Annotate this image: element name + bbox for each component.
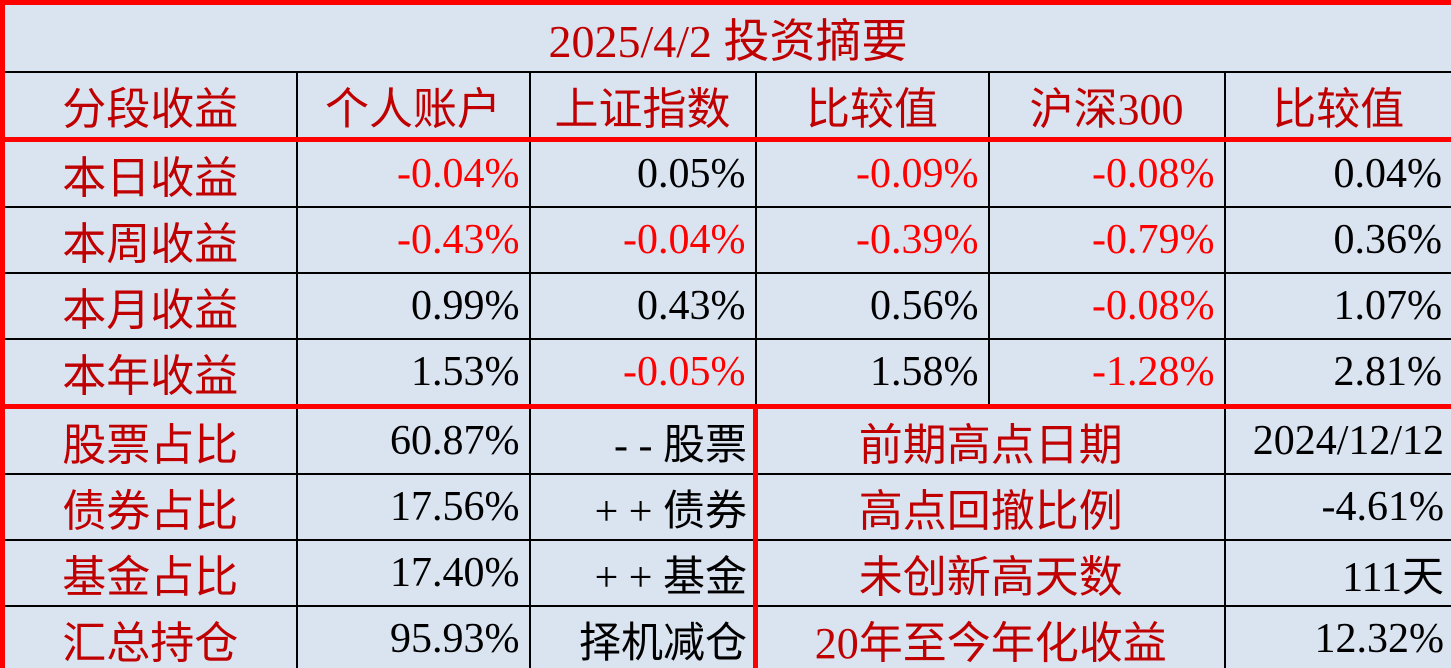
value-cell: 0.43%: [528, 272, 757, 340]
stat-value: 111天: [1223, 539, 1451, 607]
signal-cell: + + 基金: [528, 539, 758, 607]
value-cell: -0.39%: [754, 206, 990, 274]
header-row: 分段收益 个人账户 上证指数 比较值 沪深300 比较值: [1, 71, 1451, 142]
value-cell: 60.87%: [295, 405, 531, 475]
stat-value: 12.32%: [1223, 605, 1451, 668]
signal-cell: 择机减仓: [528, 605, 758, 668]
table-row-total-position: 汇总持仓 95.93% 择机减仓 20年至今年化收益 12.32%: [1, 605, 1451, 668]
value-cell: 0.99%: [295, 272, 531, 340]
table-row-bond-weight: 债券占比 17.56% + + 债券 高点回撤比例 -4.61%: [1, 473, 1451, 541]
stat-value: 2024/12/12: [1223, 405, 1451, 475]
stat-label: 高点回撤比例: [754, 473, 1226, 541]
title-row: 2025/4/2 投资摘要: [1, 1, 1451, 73]
row-label: 基金占比: [1, 539, 298, 607]
row-label: 汇总持仓: [1, 605, 298, 668]
value-cell: 1.58%: [754, 338, 990, 409]
column-header-compare-sse: 比较值: [754, 71, 990, 142]
signal-cell: - - 股票: [528, 405, 758, 475]
value-cell: 0.04%: [1223, 138, 1451, 208]
table-row-daily-return: 本日收益 -0.04% 0.05% -0.09% -0.08% 0.04%: [1, 138, 1451, 208]
table-row-stock-weight: 股票占比 60.87% - - 股票 前期高点日期 2024/12/12: [1, 405, 1451, 475]
value-cell: -0.04%: [528, 206, 757, 274]
table-row-weekly-return: 本周收益 -0.43% -0.04% -0.39% -0.79% 0.36%: [1, 206, 1451, 274]
value-cell: 17.40%: [295, 539, 531, 607]
value-cell: 0.05%: [528, 138, 757, 208]
value-cell: 0.56%: [754, 272, 990, 340]
stat-label: 20年至今年化收益: [754, 605, 1226, 668]
row-label: 股票占比: [1, 405, 298, 475]
table-row-yearly-return: 本年收益 1.53% -0.05% 1.58% -1.28% 2.81%: [1, 338, 1451, 409]
value-cell: -0.08%: [987, 138, 1226, 208]
table-title: 2025/4/2 投资摘要: [1, 1, 1451, 73]
value-cell: -0.05%: [528, 338, 757, 409]
value-cell: -0.09%: [754, 138, 990, 208]
row-label: 债券占比: [1, 473, 298, 541]
row-label: 本周收益: [1, 206, 298, 274]
table-row-fund-weight: 基金占比 17.40% + + 基金 未创新高天数 111天: [1, 539, 1451, 607]
column-header-sse-index: 上证指数: [528, 71, 757, 142]
stat-label: 未创新高天数: [754, 539, 1226, 607]
value-cell: 0.36%: [1223, 206, 1451, 274]
row-label: 本年收益: [1, 338, 298, 409]
table-row-monthly-return: 本月收益 0.99% 0.43% 0.56% -0.08% 1.07%: [1, 272, 1451, 340]
column-header-personal-account: 个人账户: [295, 71, 531, 142]
column-header-csi300: 沪深300: [987, 71, 1226, 142]
value-cell: -0.08%: [987, 272, 1226, 340]
value-cell: 95.93%: [295, 605, 531, 668]
stat-label: 前期高点日期: [754, 405, 1226, 475]
column-header-compare-csi300: 比较值: [1223, 71, 1451, 142]
row-label: 本月收益: [1, 272, 298, 340]
signal-cell: + + 债券: [528, 473, 758, 541]
value-cell: 17.56%: [295, 473, 531, 541]
value-cell: 1.53%: [295, 338, 531, 409]
value-cell: 2.81%: [1223, 338, 1451, 409]
row-label: 本日收益: [1, 138, 298, 208]
stat-value: -4.61%: [1223, 473, 1451, 541]
value-cell: -0.04%: [295, 138, 531, 208]
value-cell: 1.07%: [1223, 272, 1451, 340]
value-cell: -1.28%: [987, 338, 1226, 409]
value-cell: -0.43%: [295, 206, 531, 274]
value-cell: -0.79%: [987, 206, 1226, 274]
column-header-segment: 分段收益: [1, 71, 298, 142]
